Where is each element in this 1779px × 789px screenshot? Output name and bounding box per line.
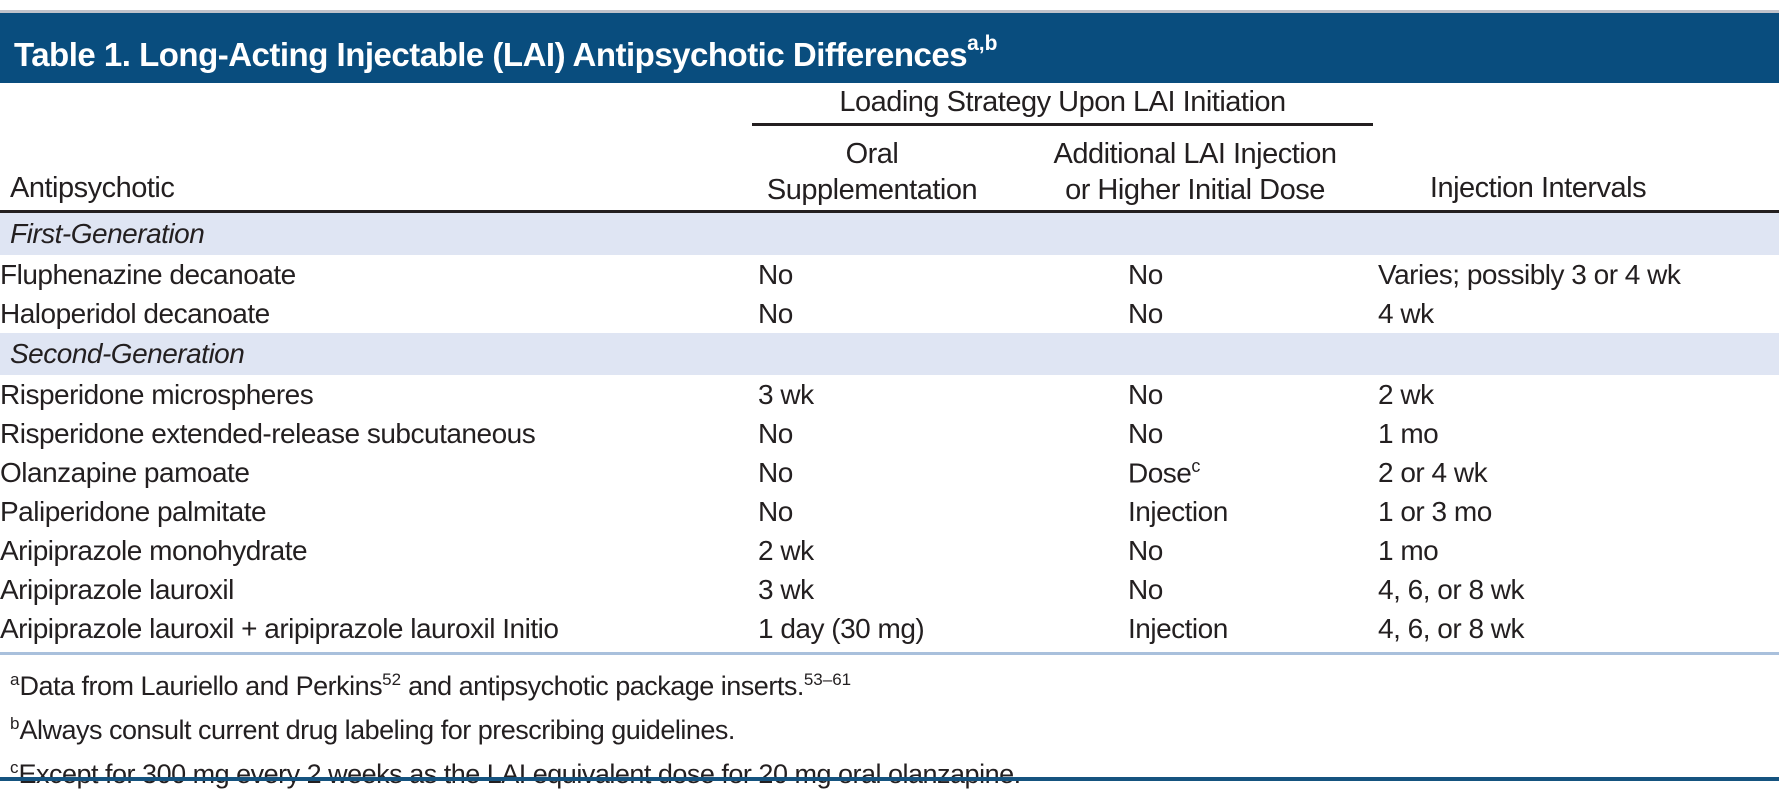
cell-additional-injection: Dosec (1128, 456, 1201, 489)
spanner-underline (752, 123, 1373, 126)
footnote-separator-rule (0, 652, 1779, 655)
cell-additional-injection: No (1128, 297, 1163, 329)
column-header-additional-injection: Additional LAI Injection or Higher Initi… (1015, 136, 1375, 208)
table-row: Risperidone microspheres 3 wk No 2 wk (0, 375, 1779, 414)
cell-antipsychotic: Aripiprazole monohydrate (0, 534, 308, 566)
cell-injection-intervals: 4, 6, or 8 wk (1378, 612, 1525, 644)
footnotes: aData from Lauriello and Perkins52 and a… (10, 661, 1021, 789)
cell-additional-injection: Injection (1128, 495, 1228, 527)
top-rule (0, 10, 1779, 13)
reference-superscript: 53–61 (803, 670, 852, 689)
cell-oral-supplementation: No (758, 456, 793, 488)
table-row: Aripiprazole monohydrate 2 wk No 1 mo (0, 531, 1779, 570)
cell-additional-injection: No (1128, 417, 1163, 449)
footnote: aData from Lauriello and Perkins52 and a… (10, 670, 852, 701)
table-row: Olanzapine pamoate No Dosec 2 or 4 wk (0, 453, 1779, 492)
cell-additional-injection: No (1128, 258, 1163, 290)
table-body: First-Generation Fluphenazine decanoate No… (0, 213, 1779, 648)
header-bottom-rule (0, 210, 1779, 213)
footnote-marker: c (1191, 456, 1201, 477)
cell-injection-intervals: 2 or 4 wk (1378, 456, 1488, 488)
section-label: Second-Generation (0, 333, 1779, 375)
cell-injection-intervals: 2 wk (1378, 378, 1434, 410)
lai-table: First-Generation Fluphenazine decanoate No… (0, 213, 1779, 648)
column-header-additional-line1: Additional LAI Injection (1053, 138, 1337, 170)
section-header-row: First-Generation (0, 213, 1779, 255)
cell-antipsychotic: Olanzapine pamoate (0, 456, 250, 488)
cell-antipsychotic: Fluphenazine decanoate (0, 258, 296, 290)
table-row: Haloperidol decanoate No No 4 wk (0, 294, 1779, 333)
footnote-marker: a (10, 670, 20, 689)
cell-injection-intervals: 4, 6, or 8 wk (1378, 573, 1525, 605)
cell-oral-supplementation: 3 wk (758, 573, 814, 605)
cell-oral-supplementation: 3 wk (758, 378, 814, 410)
bottom-rule (0, 777, 1779, 781)
cell-injection-intervals: 1 mo (1378, 417, 1439, 449)
table-title-bar: Table 1. Long-Acting Injectable (LAI) An… (0, 13, 1779, 83)
column-header-injection-intervals: Injection Intervals (1429, 172, 1647, 204)
table-row: Fluphenazine decanoate No No Varies; possib… (0, 255, 1779, 294)
cell-oral-supplementation: No (758, 495, 793, 527)
cell-antipsychotic: Risperidone microspheres (0, 378, 314, 410)
table-row: Paliperidone palmitate No Injection 1 or 3 … (0, 492, 1779, 531)
table-row: Risperidone extended-release subcutaneou… (0, 414, 1779, 453)
cell-antipsychotic: Haloperidol decanoate (0, 297, 270, 329)
cell-injection-intervals: 4 wk (1378, 297, 1434, 329)
cell-injection-intervals: Varies; possibly 3 or 4 wk (1378, 258, 1681, 290)
column-header-antipsychotic: Antipsychotic (10, 172, 175, 204)
footnote: bAlways consult current drug labeling fo… (10, 714, 735, 745)
table-title: Table 1. Long-Acting Injectable (LAI) An… (14, 36, 968, 73)
cell-oral-supplementation: 2 wk (758, 534, 814, 566)
cell-antipsychotic: Risperidone extended-release subcutaneou… (0, 417, 536, 449)
cell-injection-intervals: 1 mo (1378, 534, 1439, 566)
cell-additional-injection: No (1128, 378, 1163, 410)
section-label: First-Generation (0, 213, 1779, 255)
cell-antipsychotic: Aripiprazole lauroxil (0, 573, 234, 605)
cell-additional-injection: No (1128, 534, 1163, 566)
column-header-oral-line2: Supplementation (766, 174, 978, 206)
table-title-superscript: a,b (967, 32, 998, 55)
column-header-oral-supplementation: Oral Supplementation (692, 136, 1052, 208)
column-header-additional-line2: or Higher Initial Dose (1065, 174, 1325, 206)
cell-additional-injection: No (1128, 573, 1163, 605)
spanner-header: Loading Strategy Upon LAI Initiation (839, 86, 1286, 118)
cell-oral-supplementation: No (758, 258, 793, 290)
cell-antipsychotic: Aripiprazole lauroxil + aripiprazole lau… (0, 612, 559, 644)
cell-injection-intervals: 1 or 3 mo (1378, 495, 1492, 527)
cell-antipsychotic: Paliperidone palmitate (0, 495, 267, 527)
reference-superscript: 52 (382, 670, 402, 689)
table-row: Aripiprazole lauroxil + aripiprazole lau… (0, 609, 1779, 648)
footnote-marker: c (10, 758, 19, 777)
table-row: Aripiprazole lauroxil 3 wk No 4, 6, or 8 wk (0, 570, 1779, 609)
column-header-oral-line1: Oral (845, 138, 899, 170)
cell-oral-supplementation: No (758, 297, 793, 329)
cell-oral-supplementation: 1 day (30 mg) (758, 612, 925, 644)
cell-oral-supplementation: No (758, 417, 793, 449)
footnote: cExcept for 300 mg every 2 weeks as the … (10, 758, 1021, 789)
cell-additional-injection: Injection (1128, 612, 1228, 644)
footnote-marker: b (10, 714, 20, 733)
section-header-row: Second-Generation (0, 333, 1779, 375)
